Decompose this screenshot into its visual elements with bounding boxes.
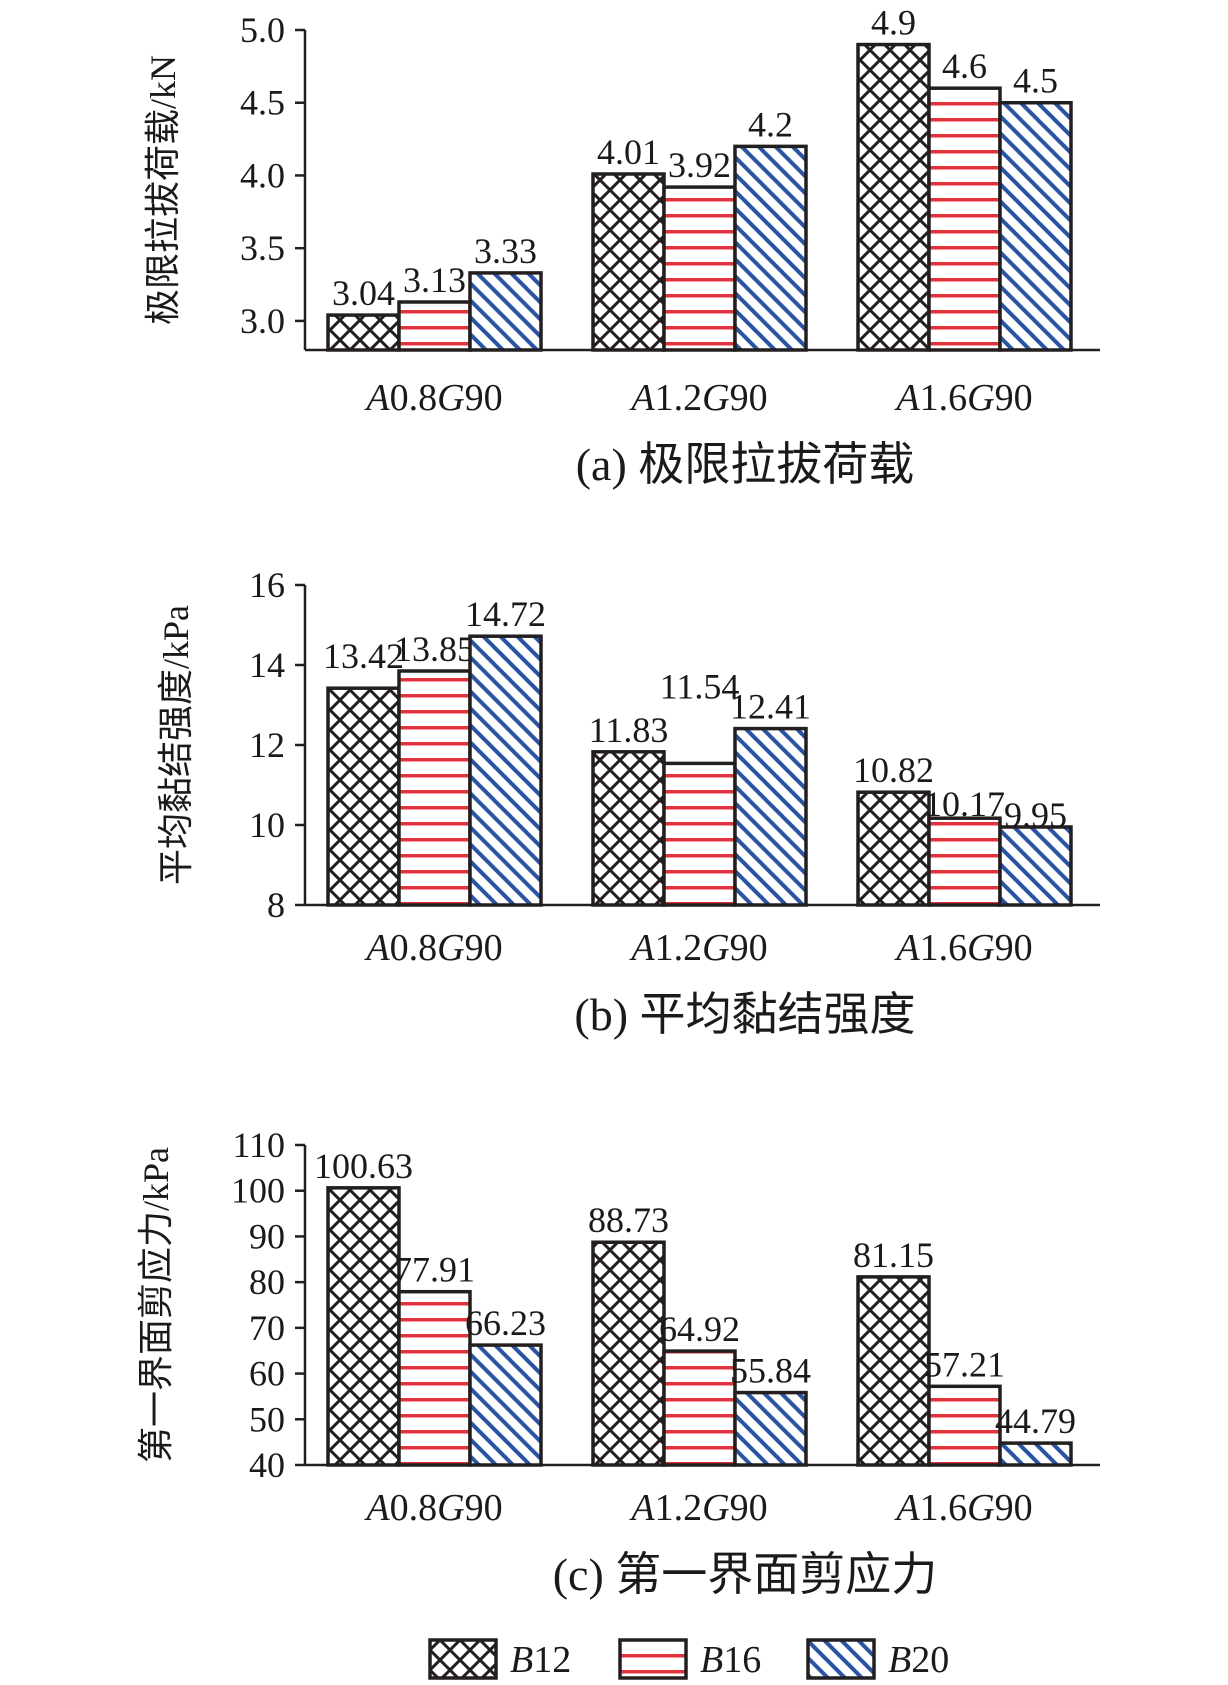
data-label: 4.5 (1013, 61, 1058, 101)
bar-b20 (733, 726, 808, 907)
bar-b16 (662, 1349, 737, 1467)
y-tick-label: 60 (249, 1354, 285, 1394)
data-label: 64.92 (659, 1309, 740, 1349)
chart-panel-c: 40 50 60 70 80 90 100 110 第一界面剪应力/kPa 100.63 77.91… (136, 1125, 1100, 1600)
legend: B12 B16 B20 (428, 1638, 949, 1681)
bar-b16 (397, 300, 472, 352)
bar-b16 (662, 761, 737, 907)
legend-swatch-b16 (618, 1638, 688, 1680)
bar-b20 (733, 1390, 808, 1467)
data-label: 3.04 (332, 273, 395, 313)
data-label: 81.15 (853, 1235, 934, 1275)
y-tick-label: 16 (249, 565, 285, 605)
y-tick-label: 4.0 (240, 155, 285, 195)
data-label: 4.9 (871, 3, 916, 43)
y-axis-title: 第一界面剪应力/kPa (136, 1147, 176, 1463)
bar-b16 (397, 669, 472, 907)
y-tick-label: 8 (267, 885, 285, 925)
panel-caption: (a) 极限拉拔荷载 (576, 439, 915, 490)
data-label: 3.13 (403, 260, 466, 300)
y-tick-label: 3.5 (240, 228, 285, 268)
y-tick-label: 14 (249, 645, 285, 685)
data-label: 4.01 (597, 132, 660, 172)
category-label: A0.8G90 (363, 927, 502, 969)
bar-b20 (733, 144, 808, 352)
bar-b12 (326, 313, 401, 352)
category-label: A0.8G90 (363, 1487, 502, 1529)
y-tick-label: 90 (249, 1216, 285, 1256)
bar-b20 (998, 100, 1073, 352)
bar-b16 (662, 185, 737, 352)
data-label: 55.84 (730, 1351, 811, 1391)
bar-b12 (856, 42, 931, 352)
data-label: 3.33 (474, 231, 537, 271)
bar-b16 (927, 816, 1002, 907)
data-label: 11.54 (660, 666, 740, 706)
legend-swatch-b20 (806, 1638, 876, 1680)
y-axis-title: 平均黏结强度/kPa (156, 605, 196, 885)
bar-b20 (468, 1343, 543, 1467)
y-tick-label: 5.0 (240, 10, 285, 50)
bar-b12 (591, 1240, 666, 1467)
bar-b16 (397, 1289, 472, 1467)
panel-caption: (c) 第一界面剪应力 (553, 1549, 938, 1600)
y-tick-label: 4.5 (240, 83, 285, 123)
bar-b12 (856, 1275, 931, 1467)
data-label: 9.95 (1004, 795, 1067, 835)
bar-b12 (856, 790, 931, 907)
bar-b12 (591, 172, 666, 352)
data-label: 57.21 (924, 1344, 1005, 1384)
bar-b20 (468, 271, 543, 352)
data-label: 4.2 (748, 104, 793, 144)
y-tick-label: 12 (249, 725, 285, 765)
y-tick-label: 70 (249, 1308, 285, 1348)
bar-b20 (998, 1441, 1073, 1467)
legend-swatch-b12 (428, 1638, 498, 1680)
category-label: A1.6G90 (893, 1487, 1032, 1529)
category-label: A1.6G90 (893, 927, 1032, 969)
data-label: 3.92 (668, 145, 731, 185)
y-tick-label: 50 (249, 1399, 285, 1439)
data-label: 10.17 (924, 784, 1005, 824)
category-label: A0.8G90 (363, 377, 502, 419)
panel-caption: (b) 平均黏结强度 (574, 989, 915, 1040)
data-label: 11.83 (589, 710, 669, 750)
y-tick-label: 40 (249, 1445, 285, 1485)
data-label: 88.73 (588, 1200, 669, 1240)
data-label: 14.72 (465, 594, 546, 634)
category-label: A1.2G90 (628, 927, 767, 969)
data-label: 44.79 (995, 1401, 1076, 1441)
category-label: A1.6G90 (893, 377, 1032, 419)
legend-label-b12: B12 (510, 1639, 571, 1681)
bar-b20 (998, 825, 1073, 907)
data-label: 10.82 (853, 750, 934, 790)
y-tick-label: 10 (249, 805, 285, 845)
y-tick-label: 3.0 (240, 301, 285, 341)
data-label: 77.91 (394, 1250, 475, 1290)
data-label: 12.41 (730, 687, 811, 727)
data-label: 66.23 (465, 1303, 546, 1343)
legend-label-b20: B20 (888, 1639, 949, 1681)
category-label: A1.2G90 (628, 1487, 767, 1529)
bar-b16 (927, 1384, 1002, 1467)
bar-b12 (326, 1186, 401, 1467)
bar-b20 (468, 634, 543, 907)
y-tick-label: 110 (232, 1125, 285, 1165)
data-label: 4.6 (942, 46, 987, 86)
bar-b12 (591, 750, 666, 907)
bar-b16 (927, 86, 1002, 352)
y-axis-title: 极限拉拔荷载/kN (143, 55, 183, 325)
legend-label-b16: B16 (700, 1639, 761, 1681)
chart-panel-a: 3.0 3.5 4.0 4.5 5.0 极限拉拔荷载/kN 3.04 3.133.33 A0.8… (143, 3, 1100, 490)
y-tick-label: 100 (231, 1171, 285, 1211)
bar-b12 (326, 686, 401, 907)
data-label: 13.42 (323, 636, 404, 676)
y-tick-label: 80 (249, 1262, 285, 1302)
data-label: 100.63 (314, 1146, 413, 1186)
data-label: 13.85 (394, 629, 475, 669)
category-label: A1.2G90 (628, 377, 767, 419)
